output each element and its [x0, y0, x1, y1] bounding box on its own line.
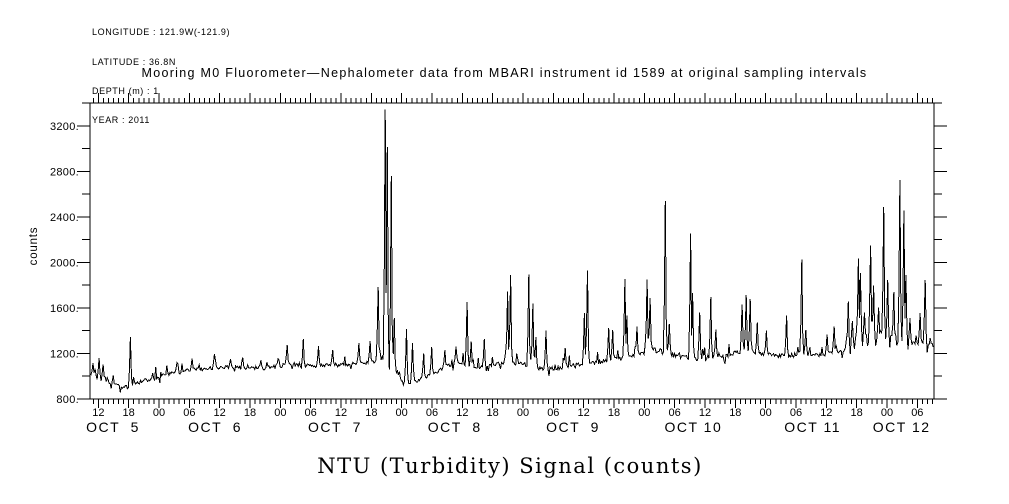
meta-line-depth: DEPTH (m) : 1 — [92, 85, 159, 96]
day-label: OCT 5 — [86, 419, 140, 435]
meta-line-year: YEAR : 2011 — [92, 114, 150, 125]
x-axis-title: NTU (Turbidity) Signal (counts) — [317, 454, 703, 478]
y-tick-label: 2400. — [50, 212, 79, 224]
x-tick-label: 12 — [456, 407, 468, 419]
x-tick-label: 18 — [365, 407, 377, 419]
x-tick-label: 18 — [244, 407, 256, 419]
x-tick-label: 00 — [274, 407, 286, 419]
x-tick-label: 00 — [760, 407, 772, 419]
plot-frame — [89, 102, 935, 400]
meta-line-latitude: LATITUDE : 36.8N — [92, 56, 176, 67]
x-tick-label: 00 — [881, 407, 893, 419]
y-tick-label: 2800. — [50, 166, 79, 178]
x-tick-label: 12 — [214, 407, 226, 419]
x-tick-label: 06 — [426, 407, 438, 419]
day-label: OCT 7 — [308, 419, 362, 435]
y-tick-label: 800. — [56, 394, 79, 406]
x-tick-label: 18 — [851, 407, 863, 419]
chart-title: Mooring M0 Fluorometer—Nephalometer data… — [141, 66, 868, 80]
x-tick-label: 06 — [790, 407, 802, 419]
x-tick-label: 06 — [183, 407, 195, 419]
y-tick-label: 2000. — [50, 257, 79, 269]
y-axis-label: counts — [28, 227, 40, 266]
data-series-line — [89, 109, 934, 393]
meta-line-longitude: LONGITUDE : 121.9W(-121.9) — [92, 27, 231, 38]
y-tick-label: 1600. — [50, 303, 79, 315]
x-tick-label: 06 — [669, 407, 681, 419]
day-label: OCT 8 — [428, 419, 482, 435]
day-label: OCT 9 — [546, 419, 600, 435]
x-tick-label: 06 — [911, 407, 923, 419]
x-tick-label: 12 — [92, 407, 104, 419]
x-tick-label: 00 — [396, 407, 408, 419]
x-tick-label: 18 — [608, 407, 620, 419]
metadata-block: LONGITUDE : 121.9W(-121.9) LATITUDE : 36… — [92, 9, 230, 145]
x-tick-label: 06 — [547, 407, 559, 419]
x-tick-label: 12 — [820, 407, 832, 419]
x-tick-label: 12 — [335, 407, 347, 419]
y-tick-label: 1200. — [50, 348, 79, 360]
x-tick-label: 12 — [699, 407, 711, 419]
x-tick-label: 00 — [638, 407, 650, 419]
x-tick-label: 18 — [729, 407, 741, 419]
day-label: OCT 6 — [188, 419, 242, 435]
day-label: OCT 12 — [873, 419, 931, 435]
x-tick-label: 18 — [123, 407, 135, 419]
x-tick-label: 18 — [487, 407, 499, 419]
y-tick-label: 3200. — [50, 121, 79, 133]
x-tick-label: 12 — [578, 407, 590, 419]
x-tick-label: 00 — [153, 407, 165, 419]
day-label: OCT 11 — [784, 419, 841, 435]
x-tick-label: 00 — [517, 407, 529, 419]
day-label: OCT 10 — [664, 419, 722, 435]
x-tick-label: 06 — [305, 407, 317, 419]
